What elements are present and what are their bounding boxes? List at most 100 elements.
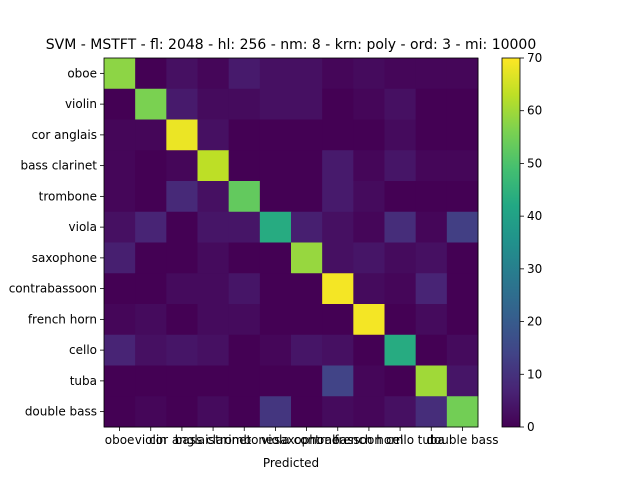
heatmap-cell	[353, 88, 385, 120]
heatmap-cell	[291, 181, 323, 213]
heatmap-cell	[291, 88, 323, 120]
heatmap-cell	[104, 334, 136, 366]
y-tick-label: viola	[69, 220, 97, 234]
heatmap-cell	[166, 273, 198, 305]
heatmap-cell	[197, 273, 230, 305]
heatmap-cell	[353, 304, 385, 336]
heatmap-cell	[104, 119, 136, 151]
heatmap-cell	[104, 242, 136, 274]
colorbar-tick-label: 20	[527, 315, 542, 329]
x-axis-label: Predicted	[263, 456, 319, 470]
heatmap-cell	[415, 119, 448, 151]
heatmap-cell	[384, 211, 417, 243]
x-tick-label: trombone	[215, 433, 273, 447]
heatmap-cell	[446, 211, 479, 243]
heatmap-cell	[384, 396, 417, 428]
heatmap-cell	[166, 334, 198, 366]
colorbar-tick-label: 60	[527, 104, 542, 118]
heatmap-cell	[291, 396, 323, 428]
heatmap-cell	[259, 396, 292, 428]
heatmap-cell	[322, 242, 354, 274]
heatmap-cell	[135, 304, 167, 336]
heatmap-cell	[291, 242, 323, 274]
heatmap-cell	[291, 304, 323, 336]
heatmap-cell	[446, 88, 479, 120]
heatmap-cell	[291, 119, 323, 151]
heatmap-cell	[291, 150, 323, 182]
heatmap-cell	[291, 365, 323, 397]
heatmap-cell	[166, 181, 198, 213]
heatmap-cell	[135, 273, 167, 305]
y-tick-label: oboe	[67, 66, 97, 80]
heatmap-cell	[322, 396, 354, 428]
y-tick-label: trombone	[39, 189, 97, 203]
x-tick-label: french horn	[334, 433, 403, 447]
heatmap-cell	[291, 273, 323, 305]
heatmap-cell	[384, 181, 417, 213]
heatmap-cell	[166, 242, 198, 274]
heatmap-cell	[415, 88, 448, 120]
heatmap-cells	[104, 58, 479, 428]
heatmap-cell	[166, 58, 198, 90]
x-tick-label: viola	[261, 433, 289, 447]
x-tick-label: cor anglais	[149, 433, 215, 447]
y-axis: oboe violin cor anglais bass clarinet trombo…	[9, 66, 104, 419]
heatmap-cell	[104, 58, 136, 90]
heatmap-cell	[446, 334, 479, 366]
heatmap-cell	[104, 365, 136, 397]
heatmap-cell	[384, 334, 417, 366]
heatmap-cell	[446, 181, 479, 213]
heatmap-cell	[446, 150, 479, 182]
heatmap-cell	[353, 365, 385, 397]
heatmap-cell	[415, 304, 448, 336]
heatmap-cell	[322, 181, 354, 213]
heatmap-cell	[291, 334, 323, 366]
heatmap-cell	[446, 365, 479, 397]
y-tick-label: contrabassoon	[9, 282, 97, 296]
heatmap-cell	[197, 242, 230, 274]
colorbar-tick-label: 40	[527, 209, 542, 223]
heatmap-cell	[197, 150, 230, 182]
heatmap-cell	[135, 211, 167, 243]
y-tick-label: cor anglais	[31, 128, 97, 142]
heatmap-cell	[166, 365, 198, 397]
heatmap-cell	[415, 242, 448, 274]
heatmap-cell	[259, 58, 292, 90]
heatmap-cell	[259, 273, 292, 305]
heatmap-cell	[322, 119, 354, 151]
heatmap-cell	[197, 304, 230, 336]
heatmap-cell	[415, 150, 448, 182]
plot-frame	[103, 57, 479, 428]
heatmap-cell	[446, 304, 479, 336]
heatmap-cell	[135, 396, 167, 428]
heatmap-cell	[228, 150, 261, 182]
heatmap-cell	[291, 58, 323, 90]
y-tick-label: french horn	[28, 312, 97, 326]
heatmap-cell	[322, 334, 354, 366]
heatmap-cell	[135, 242, 167, 274]
heatmap-cell	[166, 211, 198, 243]
heatmap-cell	[384, 273, 417, 305]
colorbar-frame	[501, 57, 521, 428]
heatmap-cell	[166, 88, 198, 120]
heatmap-cell	[415, 396, 448, 428]
heatmap-cell	[353, 150, 385, 182]
heatmap-cell	[228, 396, 261, 428]
y-tick-label: saxophone	[32, 251, 97, 265]
heatmap-cell	[104, 181, 136, 213]
heatmap-cell	[197, 58, 230, 90]
heatmap-cell	[228, 211, 261, 243]
heatmap-cell	[384, 58, 417, 90]
colorbar-tick-label: 30	[527, 262, 542, 276]
heatmap-cell	[259, 242, 292, 274]
heatmap-cell	[104, 88, 136, 120]
heatmap-cell	[135, 119, 167, 151]
x-tick-label: tuba	[418, 433, 445, 447]
colorbar-tick-label: 50	[527, 156, 542, 170]
heatmap-cell	[259, 119, 292, 151]
heatmap-cell	[322, 304, 354, 336]
heatmap-cell	[415, 334, 448, 366]
heatmap-cell	[384, 119, 417, 151]
heatmap-cell	[353, 242, 385, 274]
